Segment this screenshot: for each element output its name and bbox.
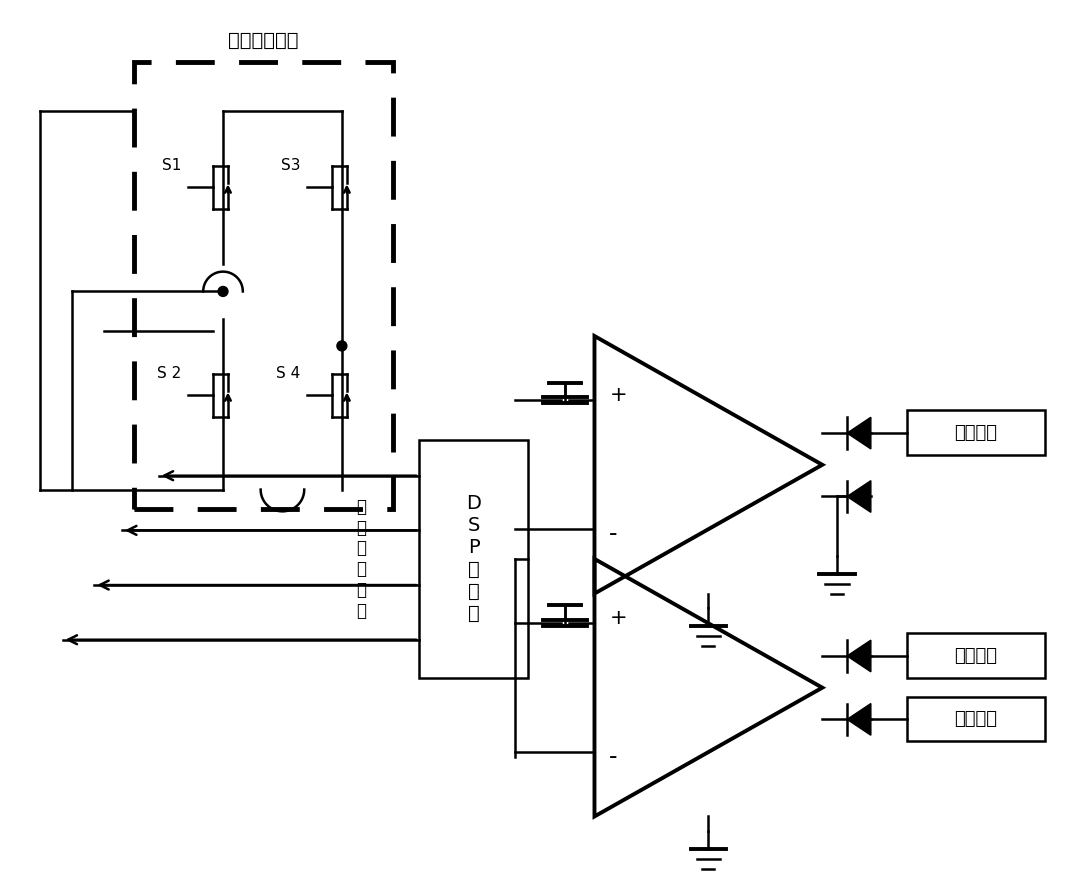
Text: S1: S1 xyxy=(162,158,181,173)
Text: S 4: S 4 xyxy=(276,366,300,381)
Polygon shape xyxy=(847,417,870,449)
Text: +: + xyxy=(609,385,627,406)
Text: -: - xyxy=(609,745,618,769)
Text: 保护电压: 保护电压 xyxy=(955,711,997,728)
Text: +: + xyxy=(609,609,627,628)
Text: 实时电流: 实时电流 xyxy=(955,424,997,442)
Polygon shape xyxy=(847,640,870,672)
Text: 四
路
控
制
信
号: 四 路 控 制 信 号 xyxy=(355,498,366,620)
Polygon shape xyxy=(847,703,870,735)
Text: 实时电流: 实时电流 xyxy=(955,647,997,665)
Circle shape xyxy=(337,341,347,351)
Text: 可控整流电路: 可控整流电路 xyxy=(228,31,299,50)
Text: -: - xyxy=(609,522,618,546)
Text: S3: S3 xyxy=(281,158,300,173)
Polygon shape xyxy=(847,480,870,512)
Text: S 2: S 2 xyxy=(158,366,181,381)
Circle shape xyxy=(218,286,228,297)
Text: D
S
P
控
制
器: D S P 控 制 器 xyxy=(467,494,481,624)
